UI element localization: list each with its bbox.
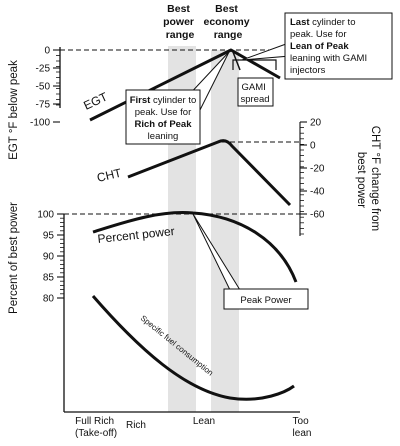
last-cylinder-line: injectors: [290, 65, 326, 76]
peak-power-box: [223, 288, 309, 310]
sfc-curve: [91, 295, 295, 401]
first-cylinder-run: leaning: [148, 131, 179, 142]
gami-spread-group: GAMI spread: [232, 59, 277, 107]
peak-power-callout: Peak Power: [192, 213, 309, 310]
egt-tick-label: -100: [30, 118, 50, 129]
curves: [89, 48, 298, 401]
first-cylinder-run: First: [130, 95, 151, 106]
x-label-full-rich: Full Rich (Take-off): [75, 416, 117, 439]
last-cylinder-run: Lean of Peak: [290, 41, 349, 52]
x-label-rich: Rich: [126, 420, 146, 431]
egt-tick-label: -75: [36, 100, 51, 111]
cht-tick-label: -40: [310, 187, 325, 198]
cht-ticks: 20 0 -20 -40 -60: [300, 118, 325, 235]
peak-power-leader: [192, 213, 241, 291]
gami-spread-box: [237, 77, 274, 107]
last-cylinder-leader: [241, 43, 291, 61]
power-tick-label: 85: [43, 273, 55, 284]
cht-tick-label: -20: [310, 164, 325, 175]
first-cylinder-line: First cylinder to: [130, 95, 197, 106]
last-cylinder-line: peak. Use for: [290, 29, 347, 40]
power-axis-title: Percent of best power: [8, 202, 20, 314]
last-cylinder-line: Last cylinder to: [290, 17, 355, 28]
egt-lean-stub: [232, 51, 241, 71]
x-label-too-lean: Too lean: [293, 416, 312, 439]
egt-curve-label: EGT: [81, 89, 110, 112]
first-cylinder-line: leaning: [148, 131, 179, 142]
best-power-range-line: power: [163, 16, 194, 28]
egt-tick-label: -25: [36, 64, 51, 75]
power-ticks: 100 95 90 85 80: [37, 210, 64, 305]
last-cylinder-box: [284, 12, 393, 80]
cht-axis-title-line: CHT °F change from: [369, 126, 381, 231]
best-economy-band: [211, 50, 239, 412]
range-headers: Best power range Best economy range: [163, 3, 252, 41]
best-economy-range-line: range: [214, 29, 243, 41]
x-label-full-rich-line: Full Rich: [75, 416, 114, 427]
x-label-lean: Lean: [193, 416, 215, 427]
last-cylinder-run: Last: [290, 17, 310, 28]
last-cylinder-callout: Last cylinder to peak. Use for Lean of Pea…: [241, 12, 393, 80]
egt-tick-label: 0: [44, 46, 50, 57]
best-economy-range-line: economy: [203, 16, 249, 28]
reference-dashes: [60, 49, 300, 215]
cht-tick-label: 0: [310, 141, 316, 152]
last-cylinder-run: cylinder to: [310, 17, 356, 28]
gami-spread-bracket: [232, 59, 277, 70]
x-label-full-rich-line: (Take-off): [75, 428, 117, 439]
last-cylinder-run: injectors: [290, 65, 326, 76]
peak-power-label: Peak Power: [240, 295, 291, 306]
cht-axis-title: CHT °F change from best power: [355, 126, 381, 235]
power-tick-label: 90: [43, 252, 55, 263]
gami-spread-label: GAMI spread: [240, 82, 269, 105]
x-axis-labels: Full Rich (Take-off) Rich Lean Too lean: [75, 416, 311, 439]
cht-tick-label: 20: [310, 118, 322, 129]
power-tick-label: 95: [43, 231, 55, 242]
best-economy-range-label: Best economy range: [203, 3, 252, 41]
gami-spread-line: spread: [240, 94, 269, 105]
egt-ticks: 0 -25 -50 -75 -100: [30, 46, 60, 129]
first-cylinder-run: Rich of Peak: [134, 119, 192, 130]
cht-curve: [127, 139, 292, 207]
first-cylinder-line: peak. Use for: [135, 107, 192, 118]
last-cylinder-run: peak. Use for: [290, 29, 347, 40]
first-cylinder-callout: First cylinder to peak. Use for Rich of Pe…: [125, 51, 230, 145]
last-cylinder-text: Last cylinder to peak. Use for Lean of Pea…: [290, 17, 367, 76]
power-tick-label: 100: [37, 210, 54, 221]
gami-spread-line: GAMI: [242, 82, 266, 93]
cht-curve-label: CHT: [96, 166, 124, 185]
cht-axis-title-line: best power: [355, 152, 367, 208]
cht-tick-label: -60: [310, 210, 325, 221]
x-label-too-lean-line: Too: [293, 416, 310, 427]
x-label-too-lean-line: lean: [293, 428, 312, 439]
best-economy-range-line: Best: [215, 3, 238, 15]
egt-tick-label: -50: [36, 82, 51, 93]
first-cylinder-line: Rich of Peak: [134, 119, 192, 130]
first-cylinder-box: [125, 89, 201, 145]
first-cylinder-text: First cylinder to peak. Use for Rich of Pe…: [130, 95, 197, 142]
best-power-range-label: Best power range: [163, 3, 197, 41]
best-power-range-line: Best: [167, 3, 190, 15]
last-cylinder-run: leaning with GAMI: [290, 53, 367, 64]
axis-titles: EGT °F below peak Percent of best power …: [8, 60, 381, 314]
power-tick-label: 80: [43, 294, 55, 305]
last-cylinder-line: Lean of Peak: [290, 41, 349, 52]
first-cylinder-run: peak. Use for: [135, 107, 192, 118]
first-cylinder-run: cylinder to: [150, 95, 196, 106]
last-cylinder-line: leaning with GAMI: [290, 53, 367, 64]
power-curve: [92, 211, 298, 283]
egt-axis-title: EGT °F below peak: [8, 60, 20, 160]
best-power-range-line: range: [166, 29, 195, 41]
